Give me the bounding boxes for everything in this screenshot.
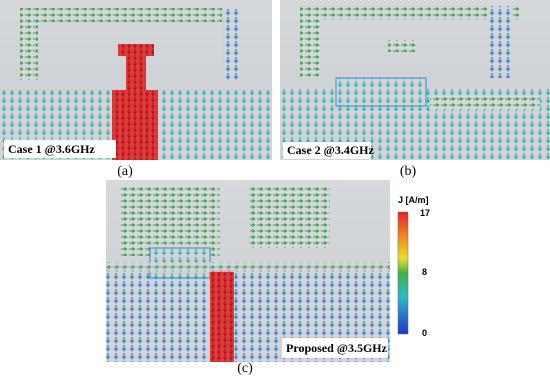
panel-label: (c): [237, 361, 253, 376]
caption: Case 2 @3.4GHz: [287, 143, 374, 157]
caption: Case 1 @3.6GHz: [8, 142, 95, 156]
panel-b: Case 2 @3.4GHz (b): [280, 0, 550, 179]
panel-label: (a): [117, 164, 133, 179]
colorbar: J [A/m] 17 8 0: [397, 195, 430, 338]
colorbar-title: J [A/m]: [398, 195, 429, 205]
colorbar-tick: 0: [422, 328, 427, 338]
panel-a: Case 1 @3.6GHz (a): [0, 0, 272, 179]
colorbar-tick: 8: [422, 267, 427, 277]
colorbar-tick: 17: [420, 208, 430, 218]
panel-c: Proposed @3.5GHz (c): [106, 180, 390, 376]
caption: Proposed @3.5GHz: [286, 341, 388, 355]
panel-label: (b): [400, 164, 417, 179]
